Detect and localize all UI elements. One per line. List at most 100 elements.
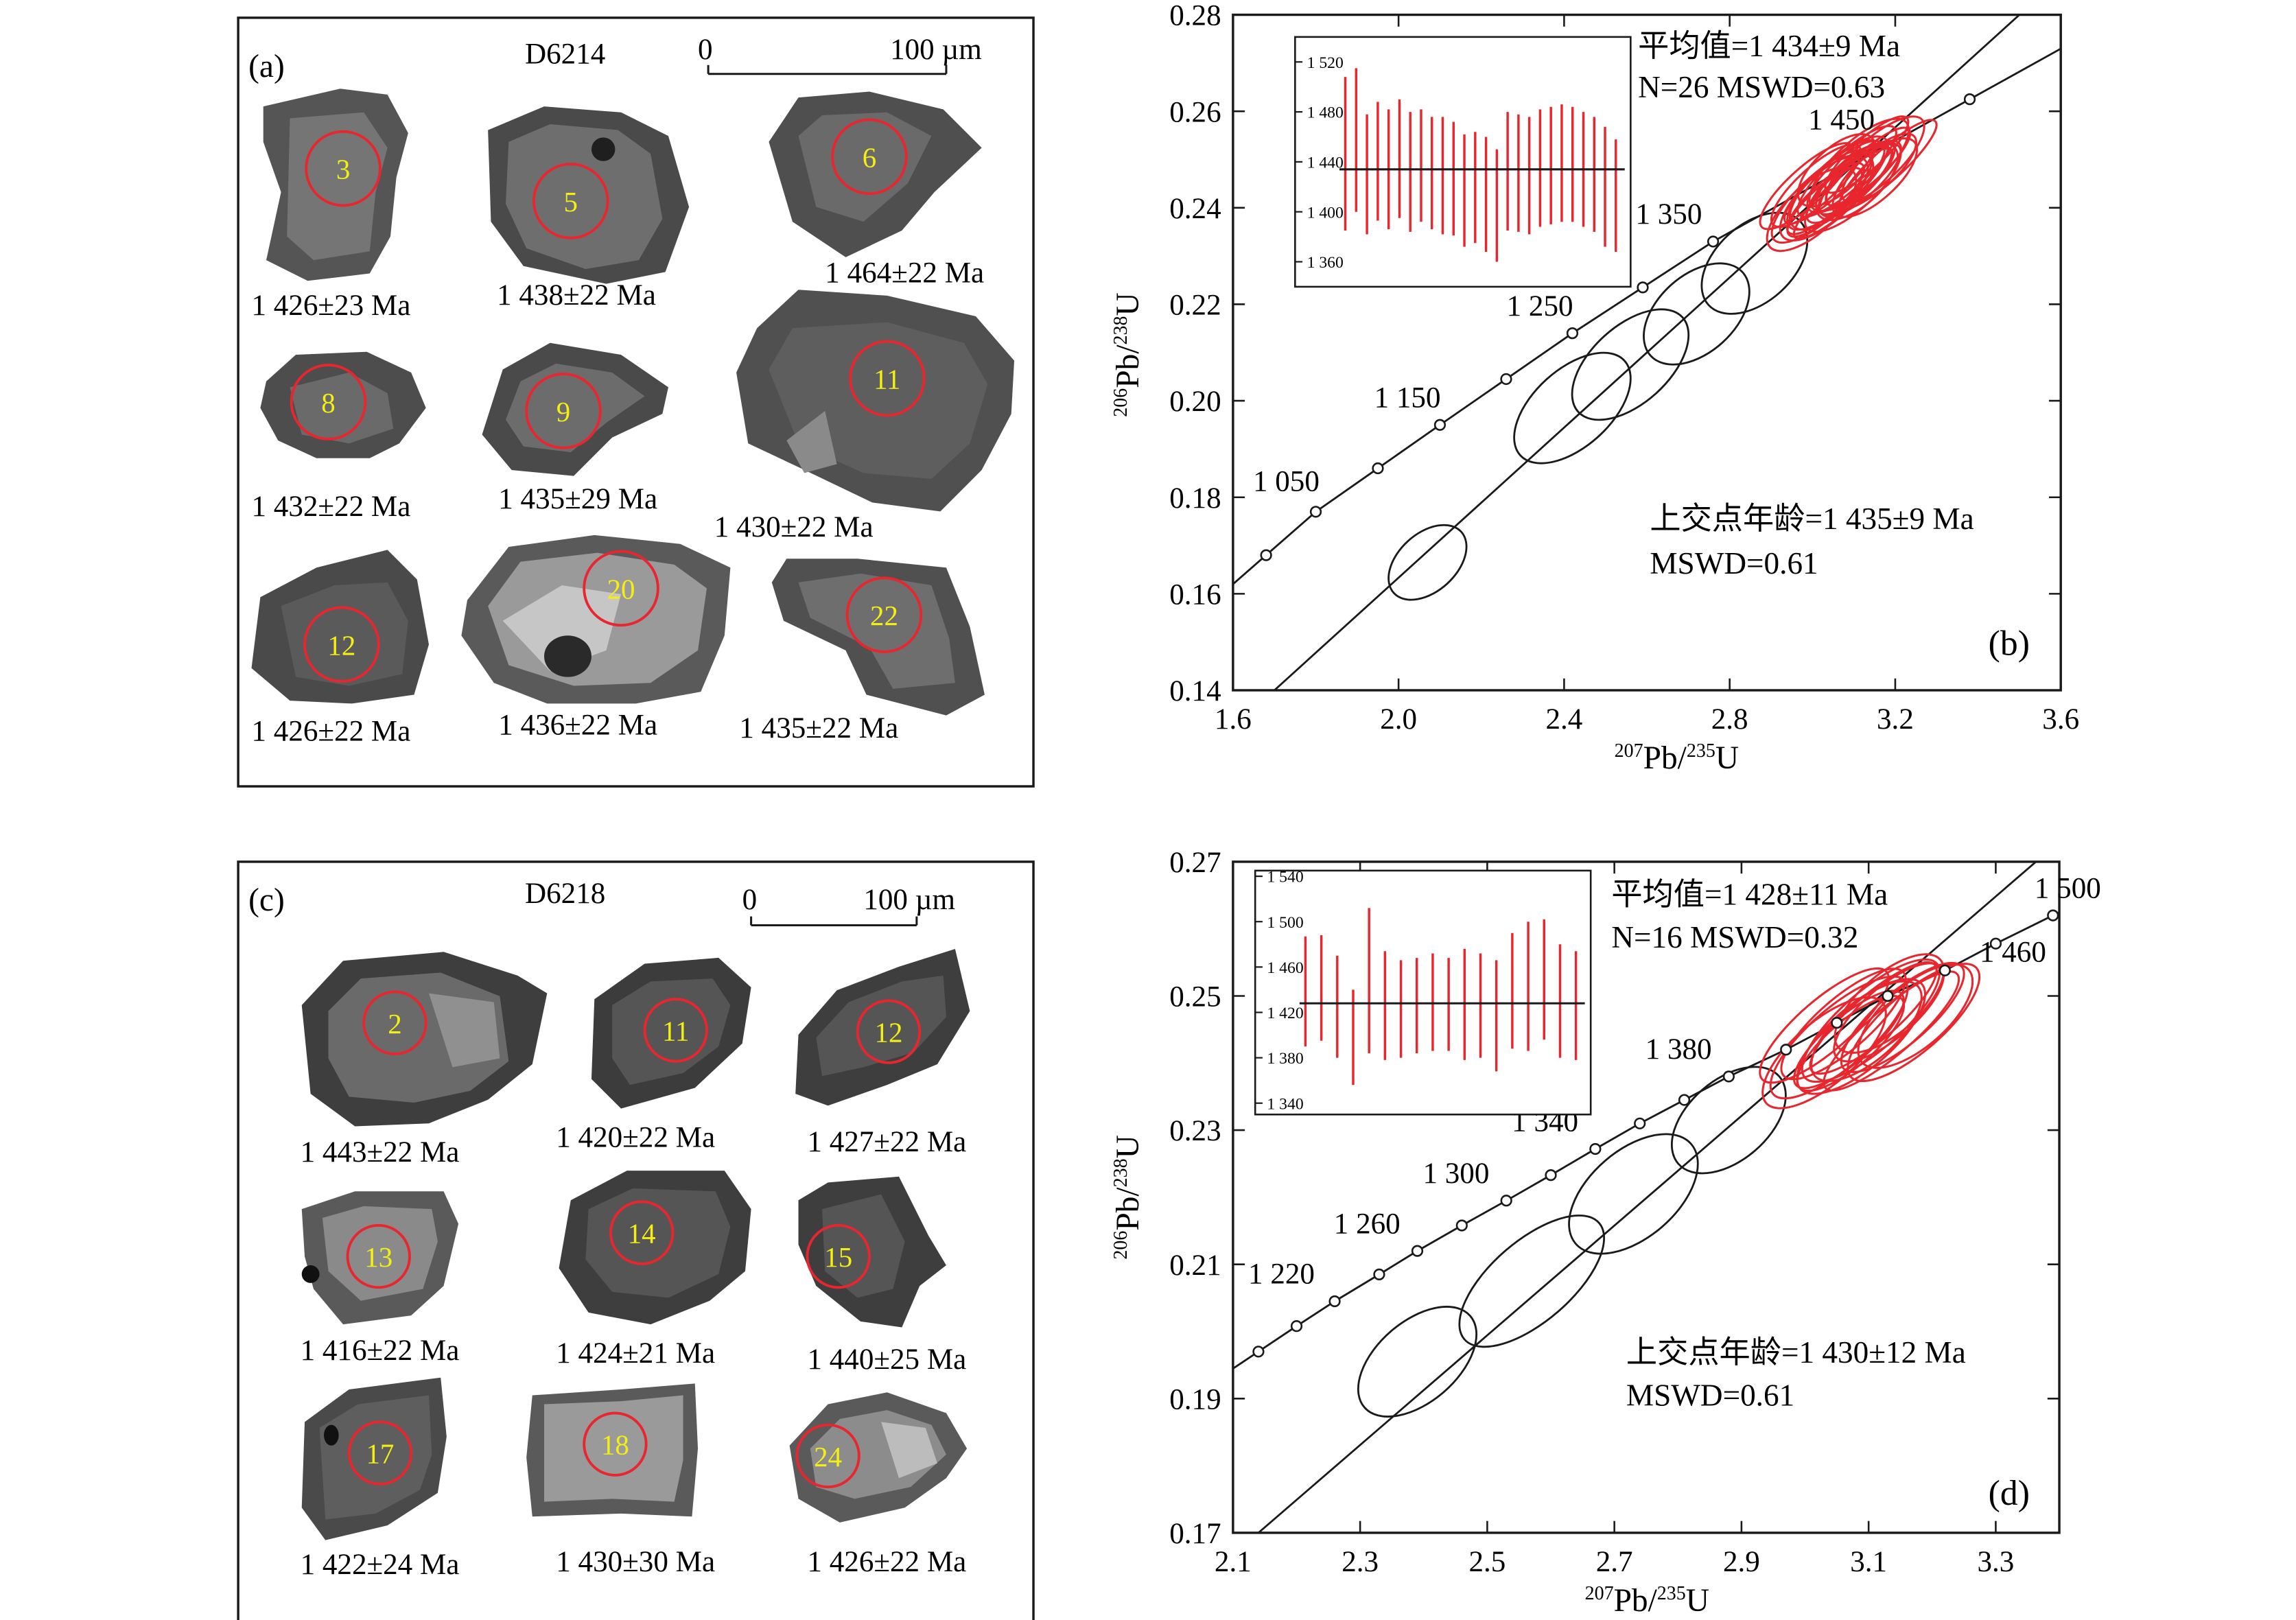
concordia-age-label: 1 260 — [1334, 1208, 1401, 1240]
concordia-age-label: 1 050 — [1253, 466, 1320, 498]
y-tick-label: 0.20 — [1169, 386, 1221, 418]
concordia-age-marker — [1500, 1195, 1512, 1207]
spot-number: 12 — [874, 1018, 902, 1048]
chart-b-axis-ticks — [1232, 14, 2062, 692]
analysis-spot-circle — [362, 990, 427, 1055]
inset-y-tick-label: 1 440 — [1307, 154, 1344, 172]
zircon-grain: 9 — [482, 342, 668, 476]
panel-a-frame — [237, 16, 1035, 788]
spot-number: 5 — [564, 187, 578, 218]
inset-y-tick-label: 1 500 — [1267, 914, 1303, 932]
grain-age-label: 1 426±22 Ma — [251, 715, 410, 747]
concordia-age-marker — [1780, 1044, 1792, 1056]
concordia-age-label: 1 350 — [1635, 198, 1702, 231]
chart-d-upper-intercept: 上交点年龄=1 430±12 Ma — [1626, 1335, 1966, 1370]
spot-number: 20 — [607, 574, 635, 604]
x-tick-label: 3.6 — [2042, 703, 2079, 736]
concordia-age-label: 1 500 — [2035, 872, 2101, 904]
scale-bar-zero: 0 — [698, 34, 713, 66]
concordia-age-label: 1 250 — [1507, 290, 1573, 322]
grain-age-label: 1 430±30 Ma — [556, 1546, 715, 1578]
concordia-age-marker — [1589, 1142, 1602, 1155]
chart-b-frame — [1232, 13, 2062, 692]
chart-d-weighted-mean-stats: N=16 MSWD=0.32 — [1611, 920, 1858, 954]
panel-c: (c) D6218 0 100 µm 2 11 12 — [237, 860, 1035, 1620]
concordant-analysis-ellipse — [1824, 115, 1910, 194]
x-tick-label: 1.6 — [1215, 703, 1252, 736]
spot-number: 24 — [814, 1442, 842, 1472]
spot-number: 14 — [628, 1219, 656, 1249]
x-tick-label: 2.9 — [1723, 1546, 1760, 1578]
grain-age-label: 1 426±23 Ma — [251, 290, 410, 322]
chart-b-y-axis-label: 206Pb/238U — [1110, 292, 1146, 416]
panel-c-label: (c) — [248, 882, 285, 918]
zircon-grain: 5 — [488, 106, 690, 284]
analysis-spot-circle — [831, 118, 908, 196]
x-tick-label: 2.8 — [1711, 703, 1748, 736]
y-tick-label: 0.26 — [1169, 96, 1221, 128]
concordant-analysis-ellipse — [1796, 978, 1927, 1095]
concordant-analysis-ellipse — [1857, 963, 1974, 1069]
zircon-grain: 13 — [301, 1191, 459, 1325]
spot-number: 9 — [557, 397, 570, 427]
panel-a: (a) D6214 0 100 µm 3 5 6 — [237, 16, 1035, 788]
concordia-age-marker — [1989, 937, 2002, 950]
chart-b-upper-intercept: 上交点年龄=1 435±9 Ma — [1650, 502, 1973, 536]
analysis-spot-circle — [305, 130, 382, 207]
inset-y-tick-label: 1 400 — [1307, 204, 1344, 222]
y-tick-label: 0.24 — [1169, 193, 1221, 225]
concordia-age-marker — [1938, 964, 1951, 976]
concordia-age-marker — [1290, 1320, 1303, 1333]
panel-b-concordia-chart: 1.6 2.0 2.4 2.8 3.2 3.6 0.140.160.180.200.220… — [1110, 0, 2079, 776]
x-tick-label: 2.3 — [1342, 1546, 1379, 1578]
concordia-age-label: 1 380 — [1645, 1033, 1712, 1066]
grain-age-label: 1 435±29 Ma — [498, 483, 657, 515]
zircon-grain: 22 — [771, 559, 985, 716]
spot-number: 11 — [874, 364, 900, 395]
concordia-age-marker — [1373, 1268, 1385, 1280]
concordant-analysis-ellipse — [1834, 953, 1945, 1054]
zircon-grain: 24 — [789, 1392, 968, 1523]
chart-b-weighted-mean: 平均值=1 434±9 Ma — [1638, 29, 1900, 63]
inset-y-tick-label: 1 460 — [1267, 959, 1303, 977]
y-tick-label: 0.17 — [1169, 1518, 1221, 1550]
y-tick-label: 0.16 — [1169, 578, 1221, 611]
x-tick-label: 3.3 — [1978, 1546, 2015, 1578]
chart-d-weighted-mean: 平均值=1 428±11 Ma — [1611, 877, 1888, 911]
concordia-age-label: 1 300 — [1422, 1158, 1489, 1190]
panel-c-scale-bar: 0 100 µm — [742, 884, 955, 927]
concordia-age-marker — [1545, 1169, 1557, 1182]
concordia-age-marker — [1882, 989, 1894, 1002]
chart-d-axis-ticks — [1232, 860, 2060, 1534]
concordia-age-marker — [1963, 93, 1976, 106]
analysis-spot-circle — [347, 1420, 413, 1486]
spot-number: 17 — [366, 1439, 394, 1470]
chart-b-x-axis-label: 207Pb/235U — [1615, 740, 1739, 776]
discordant-analysis-ellipse — [1568, 1133, 1699, 1255]
zircon-grain: 12 — [795, 948, 970, 1106]
y-tick-label: 0.19 — [1169, 1383, 1221, 1416]
chart-b-weighted-mean-inset: 1 520 1 480 1 440 1 400 1 360 — [1294, 36, 1632, 288]
zircon-grain: 6 — [769, 91, 982, 257]
chart-b-panel-label: (b) — [1989, 624, 2030, 663]
zircon-grain: 8 — [260, 351, 426, 458]
y-tick-label: 0.22 — [1169, 290, 1221, 322]
concordia-age-marker — [1455, 1219, 1468, 1232]
x-tick-label: 3.2 — [1877, 703, 1914, 736]
chart-d-x-tick-labels: 2.1 2.3 2.5 2.7 2.9 3.1 3.3 — [1215, 1546, 2014, 1578]
grain-age-label: 1 432±22 Ma — [251, 491, 410, 523]
chart-b-weighted-mean-stats: N=26 MSWD=0.63 — [1638, 70, 1885, 104]
discordant-analysis-ellipse — [1643, 262, 1750, 366]
analysis-spot-circle — [346, 1223, 411, 1289]
concordant-analysis-ellipse — [1810, 980, 1923, 1083]
concordia-age-marker — [1372, 462, 1384, 475]
chart-d-x-axis-label: 207Pb/235U — [1585, 1583, 1709, 1619]
discordia-line — [1258, 861, 2038, 1533]
concordia-age-label: 1 220 — [1248, 1258, 1315, 1291]
analysis-spot-circle — [303, 606, 380, 683]
analysis-spot-circle — [806, 1223, 871, 1289]
spot-number: 18 — [601, 1430, 629, 1461]
y-tick-label: 0.28 — [1169, 0, 1221, 32]
chart-d-weighted-mean-inset: 1 540 1 500 1 460 1 420 1 380 1 340 — [1254, 869, 1592, 1116]
grain-age-label: 1 436±22 Ma — [498, 709, 657, 742]
